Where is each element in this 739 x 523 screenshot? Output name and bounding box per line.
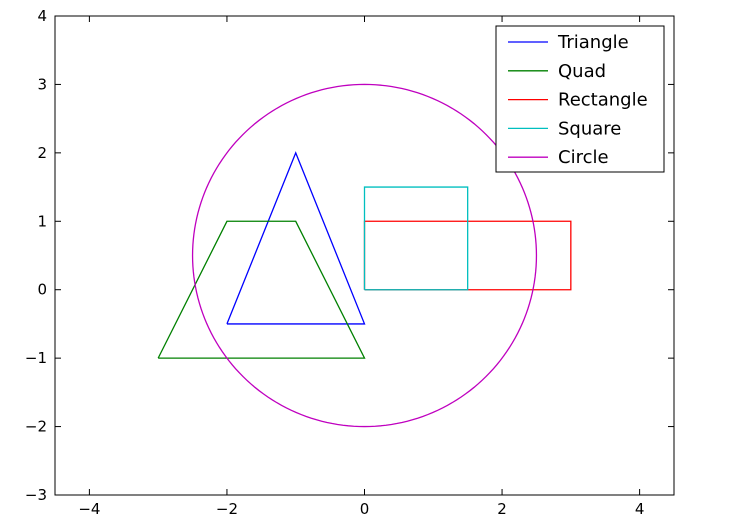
- y-tick-label: 0: [37, 281, 47, 299]
- legend-label-circle: Circle: [558, 147, 609, 168]
- x-tick-label: 0: [360, 500, 370, 518]
- x-tick-label: 2: [497, 500, 507, 518]
- x-tick-label: 4: [635, 500, 645, 518]
- plot-area: [157, 83, 572, 428]
- y-tick-label: 2: [37, 144, 47, 162]
- legend-label-triangle: Triangle: [557, 32, 629, 53]
- x-tick-label: −2: [216, 500, 238, 518]
- y-tick-label: −2: [25, 418, 47, 436]
- legend-label-quad: Quad: [558, 61, 606, 82]
- y-tick-label: −3: [25, 486, 47, 504]
- y-tick-label: 3: [37, 75, 47, 93]
- legend-label-square: Square: [558, 118, 621, 139]
- series-triangle-line: [226, 151, 366, 325]
- legend-label-rectangle: Rectangle: [558, 90, 648, 111]
- axis-ticks: −4 −2 0 2 4 −3 −2 −1 0 1 2 3 4: [25, 7, 674, 518]
- series-quad-line: [157, 220, 366, 359]
- legend: Triangle Quad Rectangle Square Circle: [495, 25, 665, 173]
- series-circle-line: [191, 83, 538, 428]
- y-tick-label: −1: [25, 349, 47, 367]
- plot-frame: [54, 15, 675, 496]
- x-tick-label: −4: [78, 500, 100, 518]
- y-tick-label: 1: [37, 212, 47, 230]
- series-square-line: [363, 186, 469, 291]
- y-tick-label: 4: [37, 7, 47, 25]
